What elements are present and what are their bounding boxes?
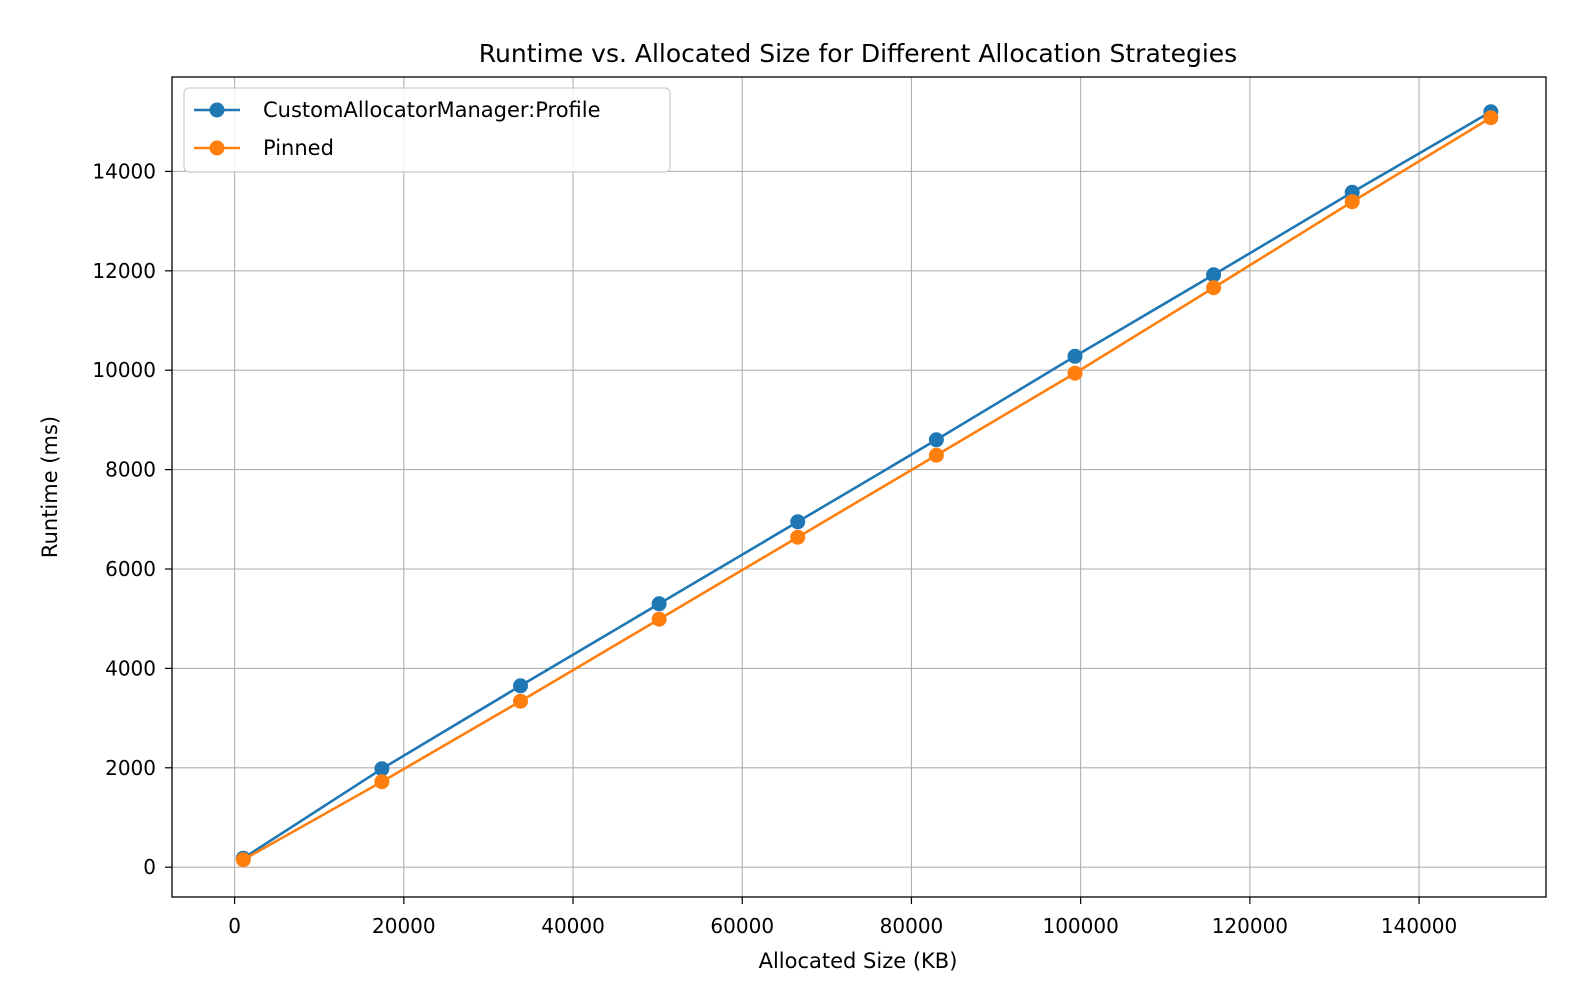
legend-label-0: CustomAllocatorManager:Profile [263,98,601,122]
data-point-series-1 [1483,110,1499,126]
y-tick-label: 10000 [92,358,156,382]
x-tick-label: 20000 [372,914,436,938]
series-layer [235,104,1499,868]
data-point-series-1 [513,693,529,709]
data-point-series-1 [1344,194,1360,210]
series-line-0 [242,110,1492,860]
plot-frame [171,76,1547,898]
y-tick-label: 4000 [105,656,156,680]
series-line-1 [242,116,1492,861]
chart-title: Runtime vs. Allocated Size for Different… [479,39,1237,68]
x-tick-label: 80000 [880,914,944,938]
data-point-series-0 [790,514,806,530]
data-point-series-1 [374,774,390,790]
data-point-series-1 [235,852,251,868]
x-tick-label: 60000 [710,914,774,938]
data-point-series-1 [928,447,944,463]
y-tick-label: 12000 [92,259,156,283]
y-tick-label: 8000 [105,458,156,482]
legend-box [183,87,671,173]
x-axis-title: Allocated Size (KB) [759,949,958,973]
data-point-series-1 [1206,280,1222,296]
data-point-series-1 [1067,365,1083,381]
x-tick-label: 120000 [1212,914,1288,938]
y-tick-label: 14000 [92,159,156,183]
data-point-series-1 [651,611,667,627]
data-point-series-0 [651,596,667,612]
grid [172,77,1546,897]
x-tick-label: 140000 [1381,914,1457,938]
legend-marker-1 [209,140,225,156]
legend-marker-0 [209,102,225,118]
legend-label-1: Pinned [263,136,334,160]
x-tick-label: 0 [228,914,241,938]
x-tick-label: 100000 [1042,914,1118,938]
y-tick-label: 6000 [105,557,156,581]
data-point-series-0 [513,678,529,694]
legend: CustomAllocatorManager:Profile Pinned [183,87,671,173]
y-tick-label: 0 [143,855,156,879]
data-point-series-0 [374,761,390,777]
data-point-series-0 [928,432,944,448]
ticks: 0 20000 40000 60000 80000 100000 120000 140000 0… [92,159,1457,938]
data-point-series-0 [1067,348,1083,364]
data-point-series-1 [790,529,806,545]
data-point-series-0 [1206,267,1222,283]
x-tick-label: 40000 [541,914,605,938]
y-tick-label: 2000 [105,756,156,780]
y-axis-title: Runtime (ms) [38,416,62,558]
